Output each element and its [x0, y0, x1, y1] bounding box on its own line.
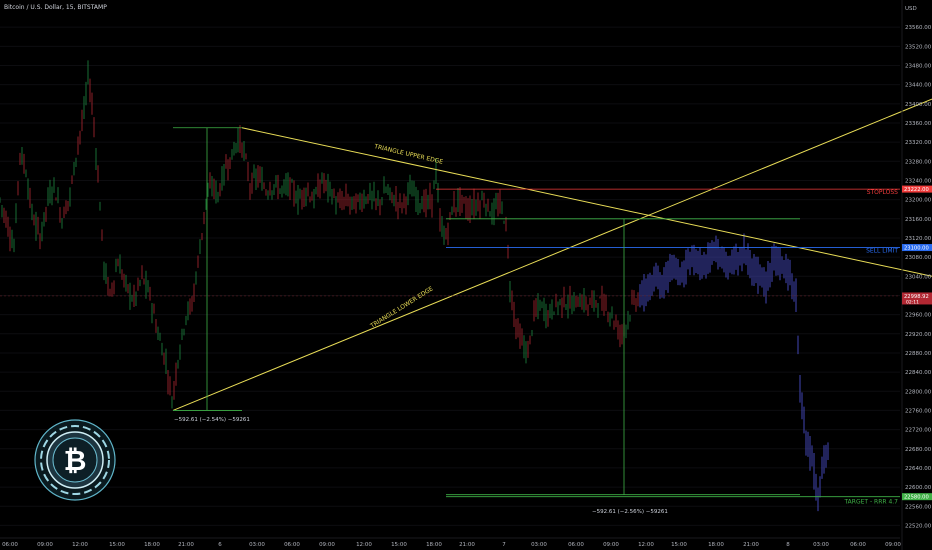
time-tick-label: 18:00 — [144, 542, 160, 548]
price-badge-label: 22580.00 — [904, 495, 929, 501]
price-tick-label: 22920.00 — [905, 332, 932, 338]
candles — [0, 60, 639, 409]
price-badge — [902, 185, 932, 193]
price-tick-label: 23560.00 — [905, 25, 932, 31]
time-tick-label: 09:00 — [319, 542, 335, 548]
triangle-lower-edge[interactable] — [172, 98, 932, 411]
price-tick-label: 23040.00 — [905, 274, 932, 280]
price-tick-label: 23160.00 — [905, 217, 932, 223]
projection-candles — [639, 233, 829, 512]
time-tick-label: 7 — [502, 542, 506, 548]
price-tick-label: 23080.00 — [905, 255, 932, 261]
drawings[interactable] — [0, 98, 932, 498]
time-tick-label: 03:00 — [249, 542, 265, 548]
sell-limit-label: SELL LIMIT — [866, 248, 898, 255]
price-tick-label: 23120.00 — [905, 236, 932, 242]
price-badge-label: 23100.00 — [904, 246, 929, 252]
time-tick-label: 15:00 — [109, 542, 125, 548]
price-tick-label: 23440.00 — [905, 83, 932, 89]
price-badge-label: 23222.00 — [904, 187, 929, 193]
price-tick-label: 23480.00 — [905, 63, 932, 69]
price-tick-label: 23520.00 — [905, 44, 932, 50]
time-tick-label: 6 — [218, 542, 222, 548]
price-tick-label: 22520.00 — [905, 523, 932, 529]
price-tick-label: 22560.00 — [905, 504, 932, 510]
time-axis[interactable]: 06:00 09:00 12:00 15:00 18:00 21:00 6 03:00 06:0… — [0, 537, 901, 548]
symbol-title: Bitcoin / U.S. Dollar, 15, BITSTAMP — [4, 4, 107, 11]
stoploss-label: STOPLOSS — [867, 189, 898, 196]
time-tick-label: 12:00 — [638, 542, 654, 548]
currency-label: USD — [905, 6, 917, 12]
price-tick-label: 22640.00 — [905, 466, 932, 472]
time-tick-label: 09:00 — [37, 542, 53, 548]
price-axis[interactable]: USD 23560.00 23520.00 23480.00 23440.00 23400… — [901, 0, 932, 550]
price-badge-countdown: 02:11 — [906, 299, 919, 305]
measure-right-label: −592.61 (−2.56%) −59261 — [592, 509, 668, 515]
time-tick-label: 06:00 — [850, 542, 866, 548]
price-tick-label: 22720.00 — [905, 428, 932, 434]
time-tick-label: 06:00 — [284, 542, 300, 548]
price-tick-label: 23400.00 — [905, 102, 932, 108]
price-tick-label: 22800.00 — [905, 389, 932, 395]
price-tick-label: 23360.00 — [905, 121, 932, 127]
time-tick-label: 12:00 — [356, 542, 372, 548]
time-tick-label: 15:00 — [391, 542, 407, 548]
price-tick-label: 23240.00 — [905, 178, 932, 184]
time-tick-label: 12:00 — [72, 542, 88, 548]
time-tick-label: 8 — [786, 542, 790, 548]
time-tick-label: 21:00 — [178, 542, 194, 548]
price-badge — [902, 292, 932, 305]
price-badge — [902, 493, 932, 501]
bitcoin-logo-icon: ₿ — [34, 419, 116, 501]
time-tick-label: 09:00 — [603, 542, 619, 548]
target-label: TARGET - RRR 4.7 — [843, 499, 898, 506]
time-tick-label: 06:00 — [568, 542, 584, 548]
price-tick-label: 23280.00 — [905, 159, 932, 165]
time-tick-label: 21:00 — [459, 542, 475, 548]
price-tick-label: 23200.00 — [905, 198, 932, 204]
price-tick-label: 22840.00 — [905, 370, 932, 376]
time-tick-label: 06:00 — [2, 542, 18, 548]
price-tick-label: 22600.00 — [905, 485, 932, 491]
time-tick-label: 03:00 — [813, 542, 829, 548]
price-tick-label: 22960.00 — [905, 313, 932, 319]
time-tick-label: 03:00 — [531, 542, 547, 548]
svg-text:₿: ₿ — [64, 444, 87, 477]
time-tick-label: 09:00 — [885, 542, 901, 548]
time-tick-label: 15:00 — [671, 542, 687, 548]
price-tick-label: 22680.00 — [905, 447, 932, 453]
price-tick-label: 22760.00 — [905, 408, 932, 414]
price-badge — [902, 244, 932, 252]
measure-left-label: −592.61 (−2.54%) −59261 — [174, 417, 250, 423]
triangle-upper-edge[interactable] — [241, 127, 932, 277]
price-tick-label: 22880.00 — [905, 351, 932, 357]
price-badge-label: 22998.92 — [904, 294, 929, 300]
time-tick-label: 18:00 — [426, 542, 442, 548]
price-tick-label: 23320.00 — [905, 140, 932, 146]
time-tick-label: 18:00 — [708, 542, 724, 548]
time-tick-label: 21:00 — [743, 542, 759, 548]
